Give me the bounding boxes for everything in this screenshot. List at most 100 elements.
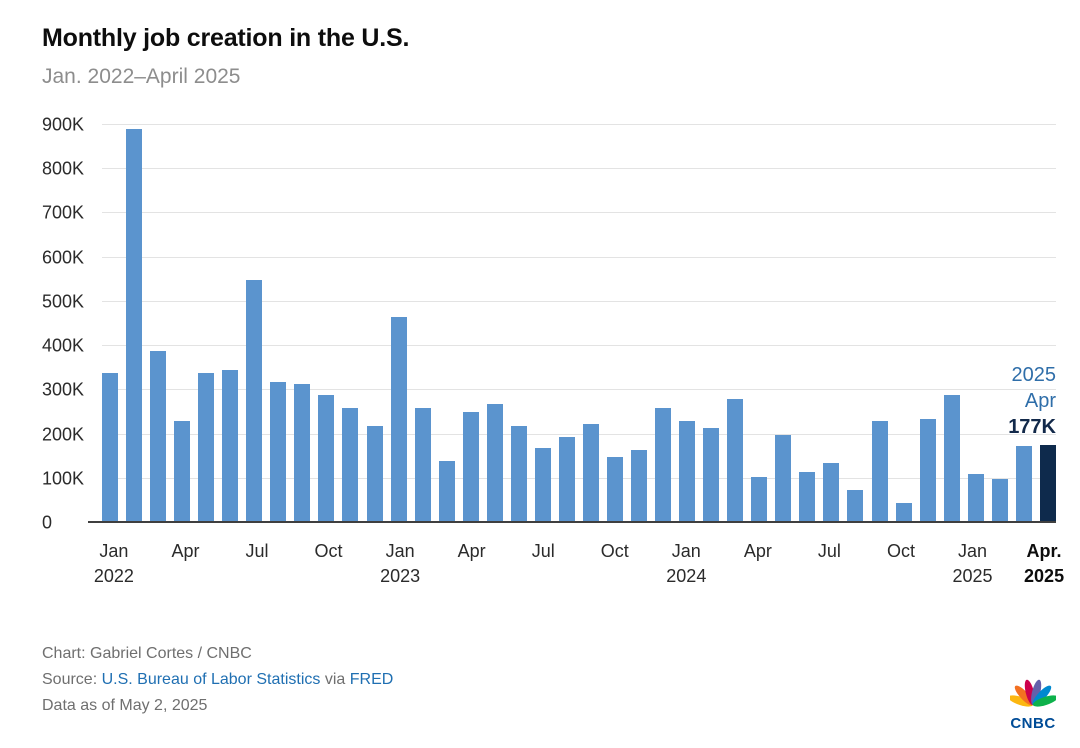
- x-tick: Jan 2024: [666, 541, 706, 587]
- y-tick-label: 900K: [42, 114, 85, 135]
- x-tick-month: Jul: [245, 541, 269, 561]
- x-tick-year: 2023: [380, 566, 421, 586]
- source-prefix: Source:: [42, 671, 98, 688]
- footer: Chart: Gabriel Cortes / CNBC Source: U.S…: [42, 641, 1038, 719]
- bar-mar-2023: [438, 461, 455, 523]
- y-tick-label: 0: [42, 512, 53, 533]
- gridline: [102, 256, 1056, 258]
- bar-jun-2022: [222, 370, 239, 523]
- bar-jul-2024: [823, 463, 840, 523]
- gridline: [102, 433, 1056, 435]
- x-tick: Apr: [744, 541, 772, 562]
- x-tick-month: Oct: [886, 541, 915, 561]
- bls-link[interactable]: U.S. Bureau of Labor Statistics: [101, 671, 321, 688]
- x-tick-month: Oct: [600, 541, 629, 561]
- bar-oct-2024: [895, 503, 912, 523]
- bar-may-2023: [486, 403, 503, 523]
- x-tick-year: 2025: [1024, 566, 1065, 586]
- chart-credit: Chart: Gabriel Cortes / CNBC: [42, 645, 252, 662]
- gridline: [102, 345, 1056, 347]
- fred-link[interactable]: FRED: [349, 671, 394, 688]
- bar-feb-2023: [414, 408, 431, 523]
- cnbc-logo: CNBC: [1008, 675, 1058, 732]
- x-tick: Jan 2023: [380, 541, 420, 587]
- x-tick: Oct: [887, 541, 915, 562]
- x-tick: Jan 2022: [94, 541, 134, 587]
- x-tick-month: Apr: [171, 541, 200, 561]
- y-tick-label: 200K: [42, 424, 85, 445]
- plot-area: 2025 Apr 177K: [88, 124, 1056, 523]
- x-tick-year: 2022: [93, 566, 134, 586]
- x-axis-line: [88, 521, 1056, 523]
- annotation-value: 177K: [1008, 415, 1056, 438]
- source-mid: via: [324, 671, 346, 688]
- bar-jan-2022: [102, 372, 118, 523]
- chart-subtitle: Jan. 2022–April 2025: [42, 65, 241, 88]
- bar-apr-2023: [462, 412, 479, 523]
- chart-title: Monthly job creation in the U.S.: [42, 24, 410, 52]
- bar-apr-2024: [751, 476, 768, 523]
- bar-dec-2023: [655, 408, 672, 523]
- bar-jan-2023: [390, 317, 407, 523]
- annotation-month: Apr: [1024, 389, 1056, 412]
- bar-sep-2022: [294, 383, 311, 523]
- data-as-of: Data as of May 2, 2025: [42, 697, 208, 714]
- source-line: Source: U.S. Bureau of Labor Statistics …: [42, 667, 1038, 693]
- bar-oct-2022: [318, 394, 335, 523]
- bar-jun-2023: [510, 425, 527, 523]
- x-tick-year: 2025: [952, 566, 993, 586]
- x-tick-month: Apr.: [1026, 541, 1062, 561]
- x-tick: Jan 2025: [952, 541, 992, 587]
- bars: [102, 125, 1056, 523]
- x-tick-month: Jan: [957, 541, 988, 561]
- gridline: [102, 124, 1056, 125]
- bar-apr-2025: [1039, 444, 1056, 523]
- gridline: [102, 300, 1056, 302]
- bar-aug-2023: [558, 436, 575, 523]
- y-tick-label: 400K: [42, 335, 85, 356]
- bar-jan-2025: [967, 474, 984, 523]
- gridline: [102, 212, 1056, 214]
- x-tick: Apr. 2025: [1024, 541, 1064, 587]
- x-tick-month: Oct: [314, 541, 343, 561]
- x-tick-month: Jan: [385, 541, 415, 561]
- gridline: [102, 168, 1056, 170]
- x-tick: Oct: [601, 541, 629, 562]
- x-tick-month: Jul: [531, 541, 555, 561]
- bar-nov-2023: [631, 450, 648, 523]
- x-tick-month: Jul: [817, 541, 841, 561]
- y-tick-label: 100K: [42, 468, 85, 489]
- cnbc-logo-text: CNBC: [1010, 715, 1056, 732]
- bar-jul-2023: [534, 447, 551, 523]
- bar-jun-2024: [799, 472, 816, 523]
- x-tick: Jul: [818, 541, 841, 562]
- bar-mar-2022: [150, 350, 167, 523]
- x-tick: Apr: [171, 541, 199, 562]
- gridline: [102, 389, 1056, 391]
- bar-aug-2022: [270, 381, 287, 523]
- bar-feb-2022: [126, 129, 143, 523]
- bar-nov-2024: [919, 419, 936, 523]
- bar-sep-2023: [582, 423, 599, 523]
- y-tick-label: 300K: [42, 379, 85, 400]
- bar-may-2024: [775, 434, 792, 523]
- x-tick-month: Jan: [671, 541, 701, 561]
- x-tick: Jul: [532, 541, 555, 562]
- bar-sep-2024: [871, 421, 888, 523]
- y-tick-label: 700K: [42, 202, 85, 223]
- y-tick-label: 600K: [42, 247, 85, 268]
- y-tick-label: 500K: [42, 291, 85, 312]
- bar-aug-2024: [847, 489, 864, 523]
- bar-nov-2022: [342, 408, 359, 523]
- x-tick-month: Jan: [99, 541, 129, 561]
- cnbc-peacock-icon: [1008, 679, 1058, 707]
- x-tick-month: Apr: [743, 541, 772, 561]
- x-tick: Oct: [315, 541, 343, 562]
- chart: 0 100K 200K 300K 400K 500K 600K 700K 800K 900K 20…: [42, 115, 1056, 533]
- bar-oct-2023: [606, 456, 623, 523]
- bar-may-2022: [198, 372, 215, 523]
- x-axis-labels: Jan 2022 Apr Jul Oct Jan 2023 Apr Jul Oct Jan 2024 A…: [94, 535, 1064, 599]
- bar-jul-2022: [246, 279, 263, 523]
- header: Monthly job creation in the U.S. Jan. 20…: [0, 0, 1080, 89]
